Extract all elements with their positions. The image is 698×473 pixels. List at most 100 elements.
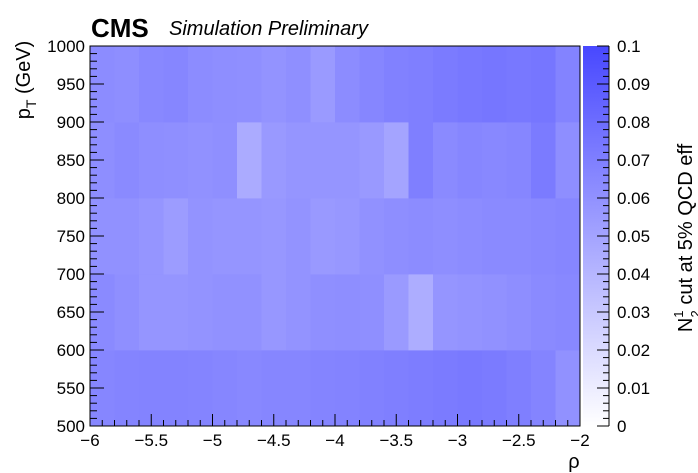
heatmap-cell <box>163 46 189 123</box>
heatmap-cell <box>139 350 164 427</box>
z-tick-label: 0.07 <box>617 151 650 170</box>
heatmap-cell <box>482 46 507 123</box>
heatmap-cell <box>408 350 434 427</box>
heatmap-cell <box>261 198 287 275</box>
x-axis: −6 −5.5 −5 −4.5 −4 −3.5 −3 −2.5 −2 <box>80 414 590 450</box>
y-tick-label: 600 <box>57 341 85 360</box>
heatmap-cell <box>335 46 360 123</box>
y-axis-label-unit: (GeV) <box>13 41 35 100</box>
y-tick-label: 500 <box>57 417 85 436</box>
heatmap-cell <box>433 198 458 275</box>
heatmap-cell <box>384 198 409 275</box>
heatmap-cell <box>310 46 336 123</box>
heatmap-cell <box>555 274 581 351</box>
y-tick-label: 900 <box>57 113 85 132</box>
z-tick-label: 0 <box>617 417 626 436</box>
z-tick-label: 0.06 <box>617 189 650 208</box>
heatmap-cell <box>457 198 483 275</box>
y-tick-label: 950 <box>57 75 85 94</box>
heatmap-cell <box>114 350 140 427</box>
heatmap-cell <box>506 274 532 351</box>
heatmap-cell <box>506 198 532 275</box>
x-tick-label: −5.5 <box>134 431 168 450</box>
y-tick-label: 1000 <box>47 37 85 56</box>
heatmap-cell <box>237 274 262 351</box>
heatmap-cell <box>139 274 164 351</box>
heatmap-cell <box>433 350 458 427</box>
heatmap-cell <box>310 198 336 275</box>
color-scale-label-sup: 1 <box>671 310 686 317</box>
y-axis-label-subscript: T <box>23 99 39 108</box>
heatmap-cell <box>384 122 409 199</box>
heatmap-cell <box>457 274 483 351</box>
heatmap-cell <box>114 46 140 123</box>
y-tick-label: 850 <box>57 151 85 170</box>
cms-label: CMS <box>91 13 149 43</box>
heatmap-cell <box>531 274 556 351</box>
heatmap-cell <box>139 46 164 123</box>
heatmap-cell <box>457 350 483 427</box>
heatmap-cell <box>310 274 336 351</box>
heatmap-cell <box>188 350 213 427</box>
heatmap-cell <box>286 46 311 123</box>
y-tick-label: 650 <box>57 303 85 322</box>
heatmap-cell <box>433 122 458 199</box>
x-tick-label: −5 <box>203 431 222 450</box>
heatmap-cell <box>408 46 434 123</box>
heatmap-cell <box>212 46 238 123</box>
heatmap-cell <box>139 198 164 275</box>
heatmap-cell <box>163 122 189 199</box>
heatmap-cell <box>506 46 532 123</box>
z-tick-label: 0.01 <box>617 379 650 398</box>
heatmap-cell <box>261 350 287 427</box>
heatmap-cell <box>359 46 385 123</box>
heatmap-cell <box>482 198 507 275</box>
heatmap-cell <box>433 46 458 123</box>
heatmap-cell <box>531 350 556 427</box>
heatmap-cell <box>384 350 409 427</box>
heatmap-cell <box>506 350 532 427</box>
x-tick-label: −4 <box>325 431 344 450</box>
heatmap-cell <box>408 274 434 351</box>
simulation-preliminary-label: Simulation Preliminary <box>169 18 369 40</box>
z-tick-label: 0.04 <box>617 265 650 284</box>
heatmap-cell <box>335 198 360 275</box>
heatmap-cell <box>555 198 581 275</box>
heatmap-cell <box>433 274 458 351</box>
heatmap-cell <box>212 122 238 199</box>
z-tick-label: 0.1 <box>617 37 641 56</box>
heatmap-cell <box>384 274 409 351</box>
heatmap-cell <box>163 198 189 275</box>
color-scale-label-sub: 2 <box>688 310 698 317</box>
heatmap-cell <box>457 122 483 199</box>
heatmap-cell <box>237 46 262 123</box>
y-axis-label: pT (GeV) <box>13 41 39 120</box>
heatmap-cell <box>359 274 385 351</box>
y-tick-label: 750 <box>57 227 85 246</box>
heatmap-cell <box>163 274 189 351</box>
heatmap-cell <box>114 198 140 275</box>
heatmap-cell <box>188 122 213 199</box>
heatmap-cell <box>237 350 262 427</box>
heatmap-cell <box>408 198 434 275</box>
heatmap-cell <box>286 122 311 199</box>
heatmap-cell <box>531 122 556 199</box>
heatmap-cell <box>482 274 507 351</box>
heatmap-cell <box>286 274 311 351</box>
heatmap-cell <box>359 198 385 275</box>
heatmap-cell <box>139 122 164 199</box>
heatmap-cell <box>457 46 483 123</box>
z-tick-label: 0.02 <box>617 341 650 360</box>
y-tick-label: 800 <box>57 189 85 208</box>
heatmap-cell <box>212 350 238 427</box>
heatmap-cell <box>555 122 581 199</box>
heatmap-cell <box>261 274 287 351</box>
heatmap-cell <box>555 350 581 427</box>
heatmap-cell <box>482 122 507 199</box>
heatmap-cell <box>531 46 556 123</box>
z-tick-label: 0.05 <box>617 227 650 246</box>
z-tick-label: 0.09 <box>617 75 650 94</box>
heatmap-cell <box>310 122 336 199</box>
color-scale-axis: 0 0.01 0.02 0.03 0.04 0.05 0.06 0.07 0.08 0.09 0.1 <box>597 37 650 436</box>
y-axis: 500 550 600 650 700 750 800 850 900 950 1000 <box>47 37 104 436</box>
